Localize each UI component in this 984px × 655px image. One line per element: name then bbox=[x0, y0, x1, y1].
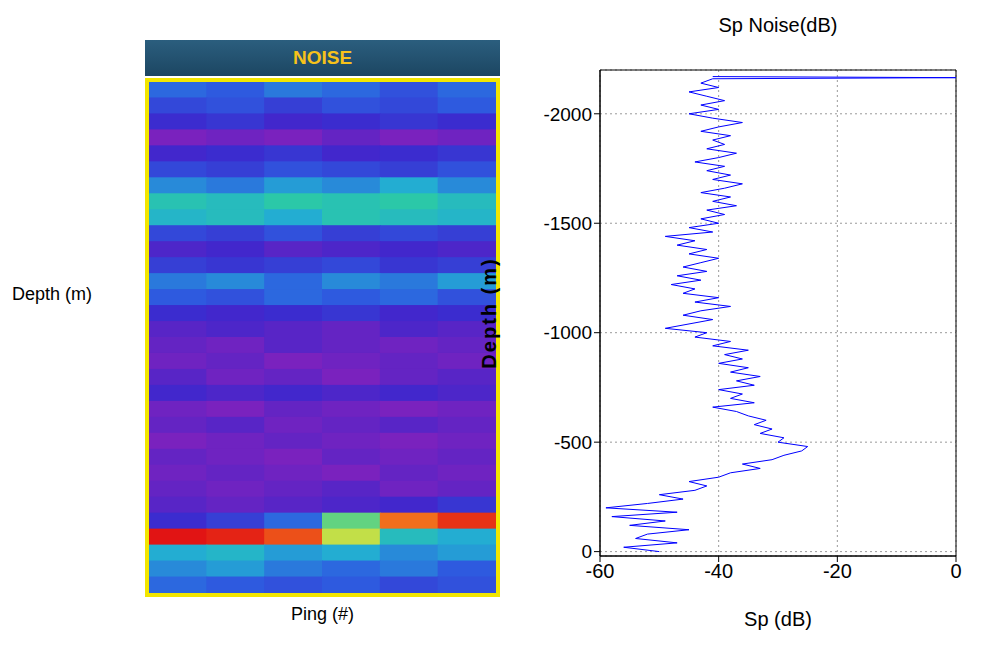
html-text:Ping (#): Ping (#) bbox=[291, 604, 354, 624]
svg-text:-1000: -1000 bbox=[543, 322, 592, 343]
svg-text:0: 0 bbox=[950, 560, 961, 582]
svg-text:0: 0 bbox=[581, 541, 592, 562]
svg-text:Sp (dB): Sp (dB) bbox=[744, 608, 812, 630]
svg-text:Depth (m): Depth (m) bbox=[478, 257, 500, 368]
html-text:Depth (m): Depth (m) bbox=[12, 284, 92, 304]
svg-text:-40: -40 bbox=[704, 560, 733, 582]
svg-text:-1500: -1500 bbox=[543, 213, 592, 234]
svg-text:-2000: -2000 bbox=[543, 104, 592, 125]
html-text:NOISE: NOISE bbox=[292, 47, 353, 68]
svg-text:-500: -500 bbox=[554, 432, 592, 453]
svg-text:-60: -60 bbox=[586, 560, 615, 582]
svg-text:-20: -20 bbox=[823, 560, 852, 582]
html-text:Sp Noise(dB): Sp Noise(dB) bbox=[718, 14, 838, 36]
